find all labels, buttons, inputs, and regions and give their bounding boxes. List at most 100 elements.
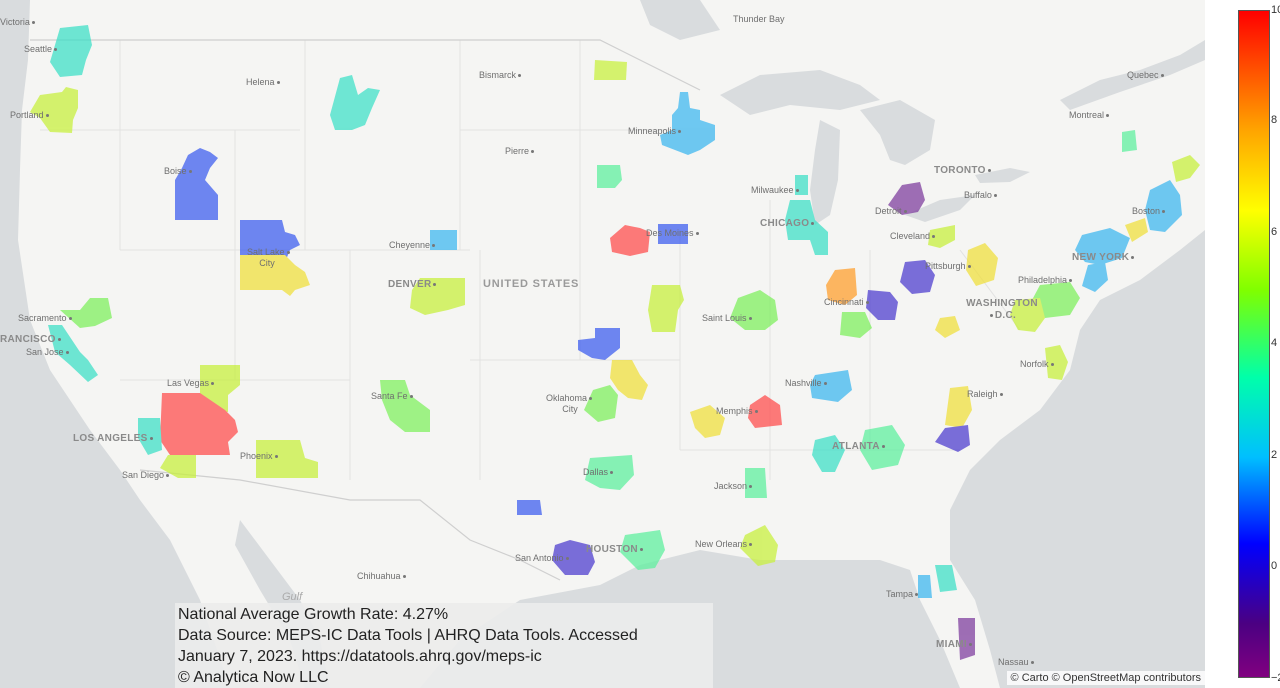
label-boston: Boston	[1132, 206, 1167, 216]
label-detroit: Detroit	[875, 206, 909, 216]
region-tulsa	[610, 360, 648, 400]
label-victoria: Victoria	[0, 17, 37, 27]
region-los-angeles	[160, 393, 238, 455]
region-detroit	[888, 182, 925, 215]
label-montreal: Montreal	[1069, 110, 1111, 120]
region-charlotte	[935, 425, 970, 452]
colorbar-tick-4: 4	[1271, 337, 1278, 349]
region-san-antonio	[552, 540, 595, 575]
label-los-angeles: LOS ANGELES	[73, 434, 155, 444]
pacific-ocean	[0, 0, 230, 688]
region-saint-louis	[730, 290, 778, 330]
map-canvas[interactable]: Victoria Seattle Portland Helena Bismarc…	[0, 0, 1205, 688]
label-chicago: CHICAGO	[760, 219, 816, 229]
region-nashville	[810, 370, 852, 402]
region-chicago	[785, 200, 828, 255]
label-denver: DENVER	[388, 280, 438, 290]
label-cincinnati: Cincinnati	[824, 297, 871, 307]
region-utah-south	[240, 255, 310, 296]
label-jackson: Jackson	[714, 481, 754, 491]
lake-michigan	[810, 120, 840, 225]
region-new-orleans	[740, 525, 778, 566]
label-houston: HOUSTON	[586, 545, 645, 555]
label-salt-lake-city: Salt Lake City	[247, 247, 290, 269]
label-boise: Boise	[164, 166, 194, 176]
region-el-paso	[517, 500, 542, 515]
info-line-1: National Average Growth Rate: 4.27%	[178, 606, 449, 623]
label-santa-fe: Santa Fe	[371, 391, 415, 401]
label-memphis: Memphis	[716, 406, 760, 416]
region-wichita	[578, 328, 620, 360]
info-line-3: January 7, 2023. https://datatools.ahrq.…	[178, 648, 542, 665]
info-annotation: National Average Growth Rate: 4.27% Data…	[175, 603, 713, 688]
label-minneapolis: Minneapolis	[628, 126, 683, 136]
region-dallas	[585, 455, 634, 490]
label-saint-louis: Saint Louis	[702, 313, 754, 323]
label-gulf: Gulf	[282, 591, 303, 603]
region-indianapolis	[826, 268, 857, 305]
region-seattle	[50, 25, 92, 77]
region-philadelphia	[1032, 282, 1080, 318]
region-jackson	[745, 468, 767, 498]
region-orlando	[935, 565, 957, 592]
region-columbus	[900, 260, 935, 294]
region-new-york	[1075, 228, 1130, 265]
region-pittsburgh	[966, 243, 998, 286]
info-line-2: Data Source: MEPS-IC Data Tools | AHRQ D…	[178, 627, 638, 644]
region-phoenix	[256, 440, 318, 478]
label-des-moines: Des Moines	[646, 228, 701, 238]
label-raleigh: Raleigh	[967, 389, 1005, 399]
region-santa-fe	[380, 380, 430, 432]
region-bismarck	[594, 60, 627, 80]
region-pierre	[597, 165, 622, 188]
label-seattle: Seattle	[24, 44, 59, 54]
label-milwaukee: Milwaukee	[751, 185, 801, 195]
label-toronto: TORONTO	[934, 166, 993, 176]
us-canada-border	[30, 39, 701, 91]
region-cincinnati	[866, 290, 898, 320]
label-bismarck: Bismarck	[479, 70, 523, 80]
region-oklahoma-city	[584, 385, 618, 422]
label-tampa: Tampa	[886, 589, 920, 599]
colorbar-tick-10: 10	[1271, 4, 1280, 16]
label-thunder-bay: Thunder Bay	[733, 14, 785, 24]
region-boise	[175, 148, 218, 220]
region-miami	[958, 618, 975, 660]
region-portland	[30, 87, 78, 133]
region-des-moines	[658, 224, 688, 244]
label-washington-dc: WASHINGTON D.C.	[966, 298, 1038, 321]
region-new-hampshire	[1172, 155, 1200, 182]
map-attribution[interactable]: © Carto © OpenStreetMap contributors	[1006, 671, 1205, 685]
region-vermont	[1122, 130, 1137, 152]
region-tampa	[918, 575, 932, 598]
colorbar-tick-0: 0	[1271, 560, 1278, 572]
region-norfolk	[1045, 345, 1068, 380]
label-united-states: UNITED STATES	[483, 278, 580, 290]
region-san-diego	[160, 455, 196, 478]
regions-layer	[30, 25, 1200, 660]
region-washington-dc	[1010, 298, 1045, 332]
colorbar-tick-minus-2: −2	[1271, 672, 1280, 684]
region-boston	[1145, 180, 1182, 232]
label-san-antonio: San Antonio	[515, 553, 571, 563]
lake-superior	[720, 70, 880, 115]
region-raleigh	[945, 386, 972, 428]
region-salt-lake-city	[240, 220, 300, 262]
lake-erie	[905, 195, 975, 222]
region-omaha	[610, 225, 650, 256]
colorbar	[1238, 10, 1270, 678]
label-portland: Portland	[10, 110, 51, 120]
region-denver	[410, 278, 465, 315]
region-atlanta-west	[812, 435, 845, 472]
label-pierre: Pierre	[505, 146, 536, 156]
region-little-rock	[690, 405, 725, 438]
label-phoenix: Phoenix	[240, 451, 280, 461]
label-quebec: Quebec	[1127, 70, 1166, 80]
label-san-francisco: RANCISCO	[0, 335, 63, 345]
label-new-orleans: New Orleans	[695, 539, 754, 549]
label-sacramento: Sacramento	[18, 313, 74, 323]
region-cleveland	[928, 225, 955, 248]
region-sacramento	[60, 298, 112, 328]
label-cheyenne: Cheyenne	[389, 240, 437, 250]
label-buffalo: Buffalo	[964, 190, 999, 200]
